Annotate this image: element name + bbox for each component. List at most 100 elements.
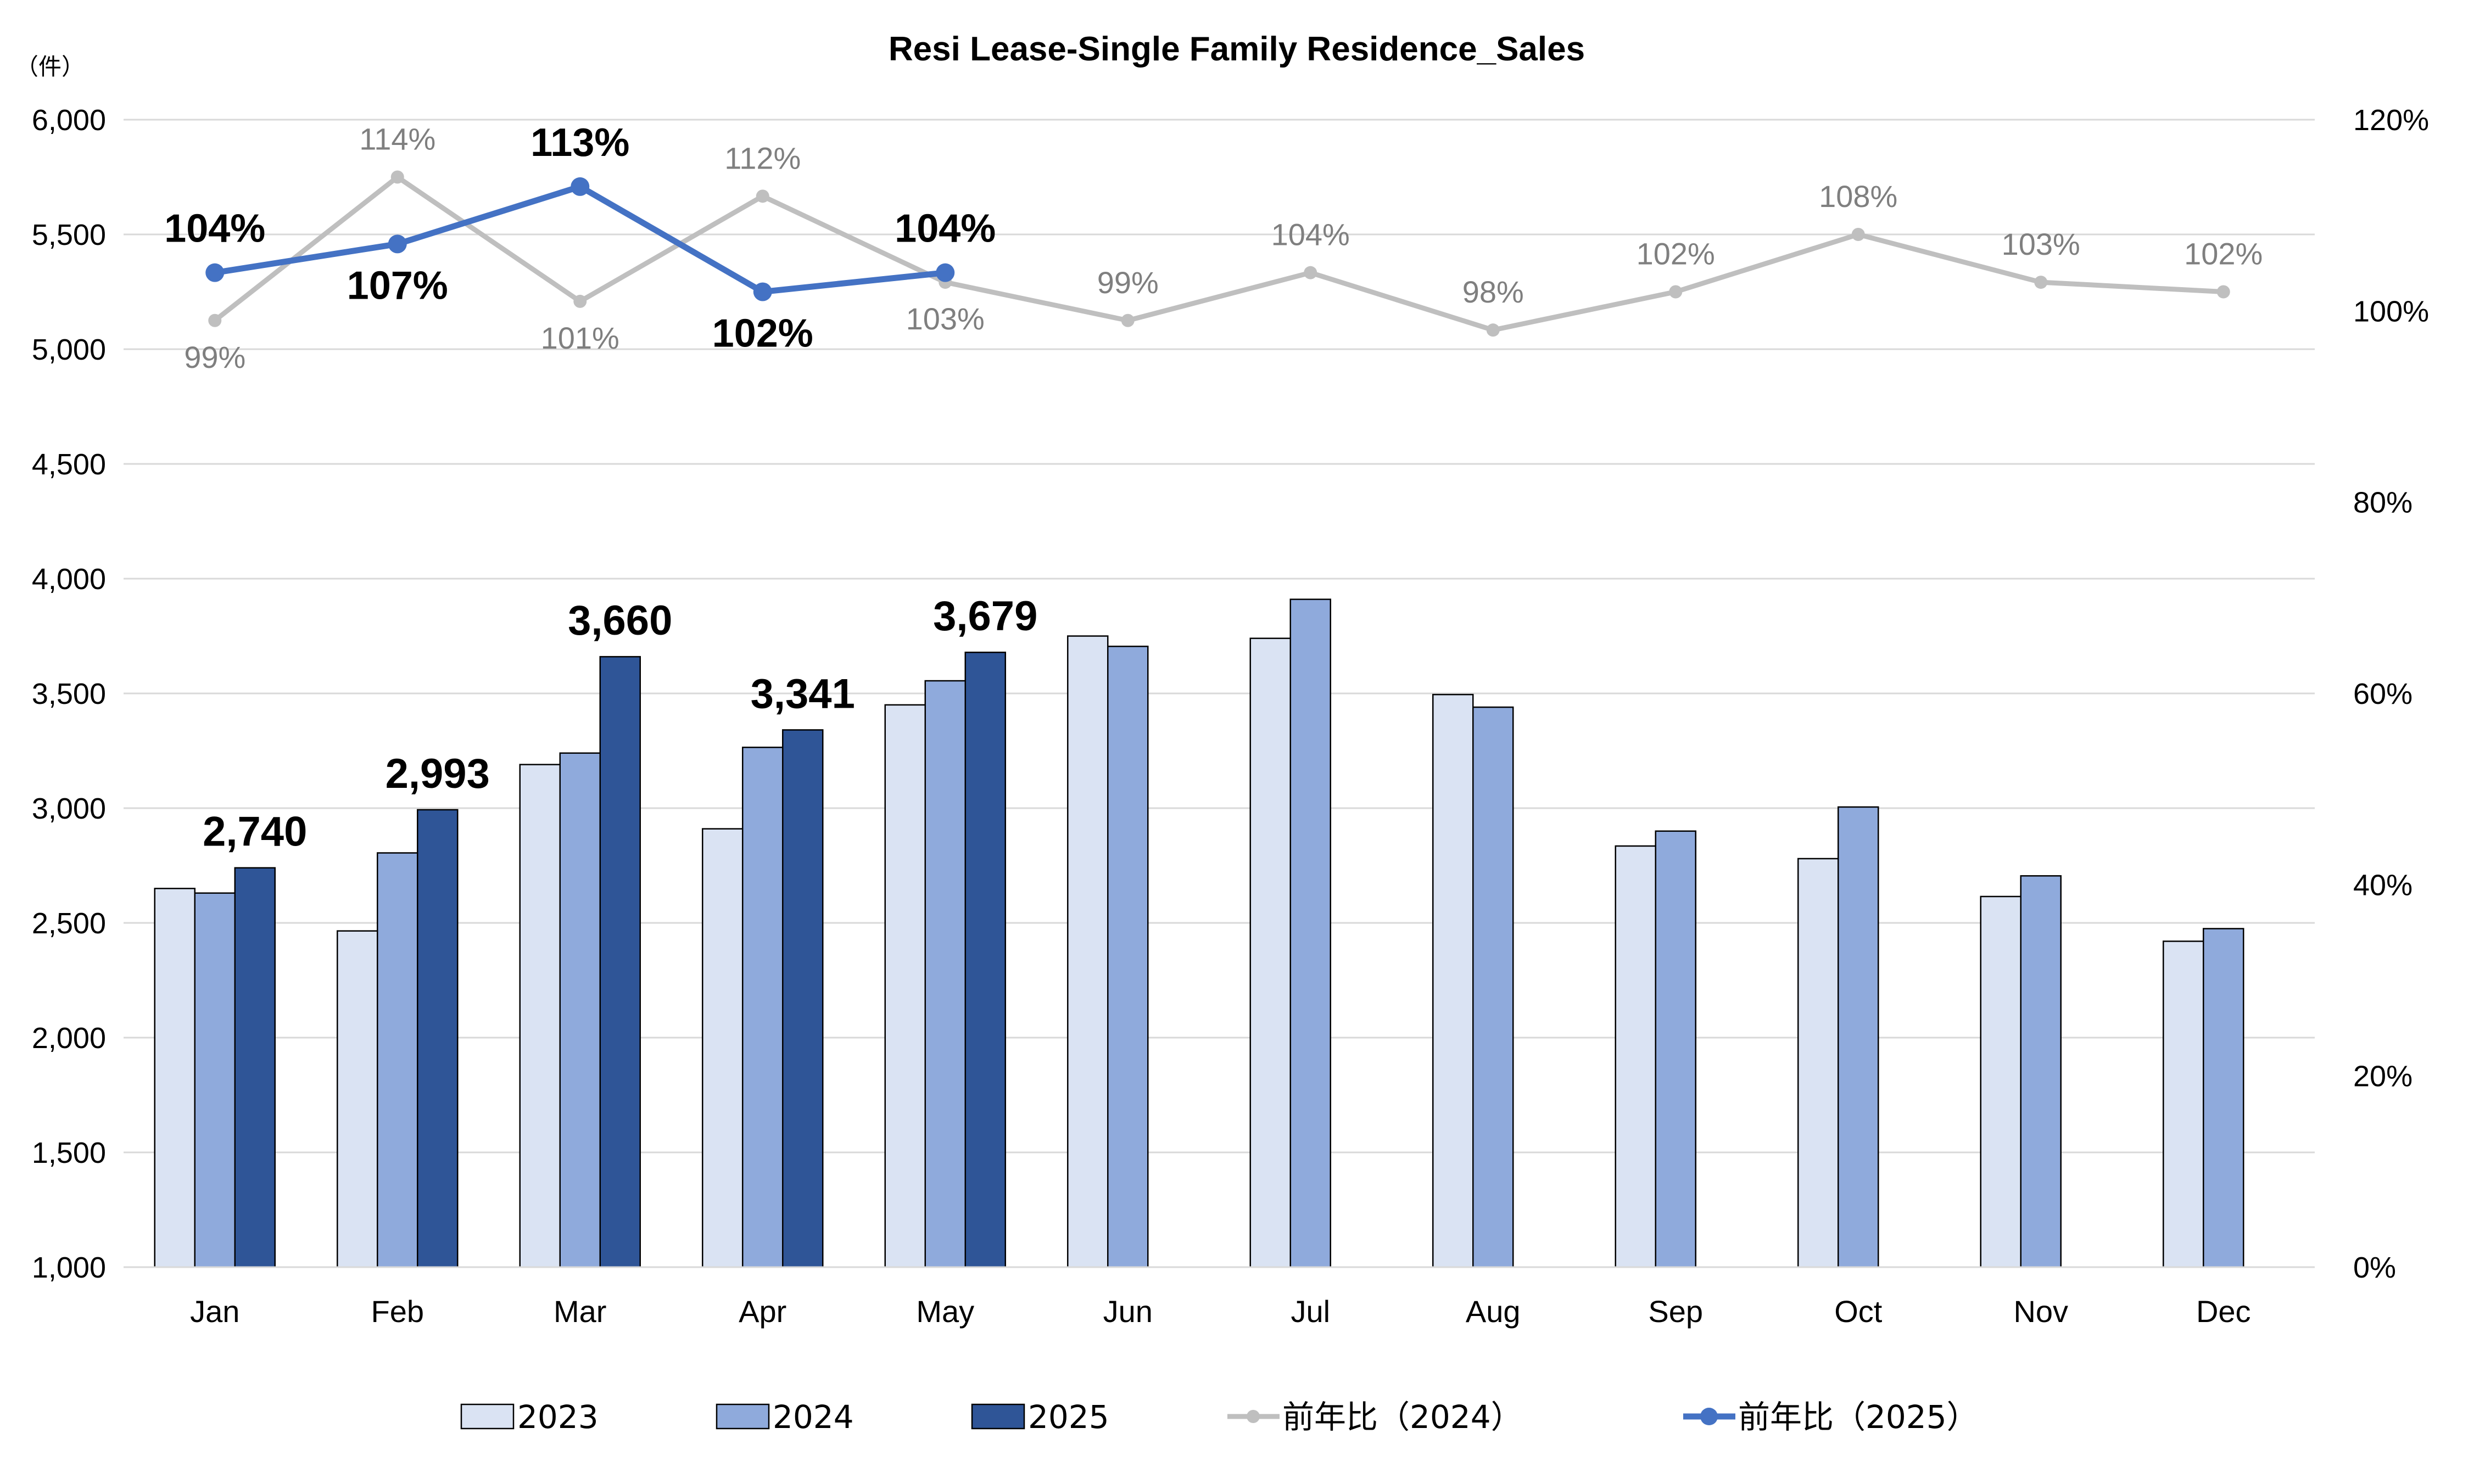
bar-2024 — [377, 852, 418, 1268]
y-left-tick-label: 3,500 — [32, 677, 106, 710]
line-marker — [388, 234, 407, 254]
x-tick-label: Oct — [1834, 1294, 1883, 1329]
ratio-2025-label: 102% — [712, 312, 813, 356]
ratio-2025-label: 107% — [347, 264, 448, 307]
line-前年比（2024） — [213, 175, 2224, 333]
bar-2025 — [417, 809, 459, 1268]
y-right-tick-label: 60% — [2353, 677, 2412, 710]
bar-2023 — [1615, 845, 1656, 1268]
ratio-2025-label: 104% — [164, 207, 265, 251]
y-right-tick-label: 40% — [2353, 869, 2412, 901]
y-left-tick-label: 2,500 — [32, 907, 106, 940]
x-tick-label: Dec — [2196, 1294, 2251, 1329]
bar-2023 — [1432, 693, 1474, 1268]
line-marker — [936, 263, 955, 282]
chart-title: Resi Lease-Single Family Residence_Sales — [889, 30, 1585, 68]
bar-data-label: 2,993 — [386, 751, 490, 797]
bar-data-label: 3,660 — [568, 597, 672, 644]
data-labels-group: 2,740 2,993 3,660 3,341 3,679 99% 114% 101% 112%… — [164, 121, 2263, 855]
y-right-tick-label: 0% — [2353, 1251, 2396, 1284]
bars-group — [154, 598, 2244, 1268]
bar-2024 — [194, 892, 236, 1268]
unit-label: （件） — [15, 53, 85, 80]
bar-2024 — [1838, 806, 1879, 1268]
bar-data-label: 3,341 — [751, 670, 855, 717]
bar-2024 — [1107, 646, 1149, 1268]
y-right-tick-label: 20% — [2353, 1060, 2412, 1093]
bar-2023 — [702, 828, 744, 1268]
ratio-2024-label: 99% — [184, 340, 245, 374]
bar-2024 — [742, 746, 784, 1268]
ratio-2024-label: 103% — [906, 301, 985, 336]
bar-data-label: 2,740 — [203, 809, 307, 855]
y-left-tick-label: 1,000 — [32, 1251, 106, 1284]
x-tick-label: Jan — [190, 1294, 239, 1329]
ratio-2024-label: 99% — [1097, 265, 1159, 300]
bar-2023 — [337, 930, 378, 1268]
y-left-tick-label: 6,000 — [32, 104, 106, 137]
ratio-2024-label: 102% — [2184, 237, 2263, 271]
ratio-2024-label: 102% — [1637, 237, 1715, 271]
line-marker — [1669, 285, 1683, 299]
legend-label: 前年比（2024） — [1282, 1398, 1523, 1436]
line-marker — [571, 177, 590, 196]
bar-2023 — [884, 704, 926, 1268]
axes-group: 1,000 1,500 2,000 2,500 3,000 3,500 4,000 4,500… — [32, 104, 2429, 1329]
legend-marker — [1247, 1410, 1260, 1423]
bar-2024 — [2020, 875, 2062, 1268]
bar-2023 — [1067, 635, 1109, 1268]
ratio-2024-label: 103% — [2002, 227, 2080, 261]
line-marker — [2034, 276, 2048, 289]
ratio-2025-label: 104% — [895, 207, 996, 251]
ratio-2024-label: 98% — [1462, 275, 1524, 309]
legend-label: 2024 — [773, 1398, 854, 1436]
legend-swatch-2023 — [460, 1403, 515, 1430]
x-tick-label: Mar — [554, 1294, 606, 1329]
legend: 2023 2024 2025 前年比（2024） 前年比（2025） — [460, 1398, 1979, 1436]
y-left-tick-label: 5,000 — [32, 333, 106, 366]
bar-2023 — [1249, 637, 1291, 1268]
lines-group — [205, 170, 2230, 337]
legend-swatch-2024 — [716, 1403, 770, 1430]
ratio-2024-label: 114% — [359, 122, 435, 156]
x-tick-label: Jul — [1291, 1294, 1330, 1329]
bar-2024 — [924, 680, 966, 1268]
line-marker — [753, 282, 772, 301]
y-right-tick-label: 80% — [2353, 486, 2412, 519]
y-left-tick-label: 2,000 — [32, 1022, 106, 1055]
bar-2024 — [559, 752, 601, 1268]
x-tick-label: Jun — [1103, 1294, 1153, 1329]
y-left-tick-label: 4,000 — [32, 563, 106, 596]
line-marker — [2216, 285, 2230, 299]
line-marker — [390, 170, 404, 184]
bar-2023 — [1797, 858, 1839, 1268]
y-left-tick-label: 5,500 — [32, 219, 106, 251]
legend-marker — [1700, 1408, 1718, 1425]
ratio-2024-label: 112% — [724, 141, 801, 175]
legend-label: 2023 — [517, 1398, 599, 1436]
x-tick-label: Nov — [2013, 1294, 2068, 1329]
x-tick-label: Aug — [1466, 1294, 1521, 1329]
bar-data-label: 3,679 — [933, 593, 1037, 640]
x-tick-label: Feb — [371, 1294, 425, 1329]
line-marker — [756, 189, 769, 203]
line-marker — [1121, 313, 1135, 327]
grid-lines — [124, 119, 2315, 1153]
line-marker — [1304, 266, 1317, 279]
bar-2024 — [2203, 928, 2244, 1268]
bar-2024 — [1655, 830, 1696, 1268]
line-前年比（2025） — [214, 183, 946, 295]
y-right-tick-label: 100% — [2353, 295, 2429, 328]
y-left-tick-label: 4,500 — [32, 448, 106, 481]
bar-2023 — [519, 764, 561, 1268]
y-left-tick-label: 3,000 — [32, 792, 106, 825]
bar-2025 — [964, 651, 1006, 1268]
bar-2025 — [234, 867, 276, 1268]
ratio-2024-label: 101% — [541, 321, 619, 355]
line-marker — [1851, 228, 1865, 241]
line-marker — [573, 294, 587, 308]
line-marker — [208, 313, 222, 327]
y-left-tick-label: 1,500 — [32, 1136, 106, 1169]
